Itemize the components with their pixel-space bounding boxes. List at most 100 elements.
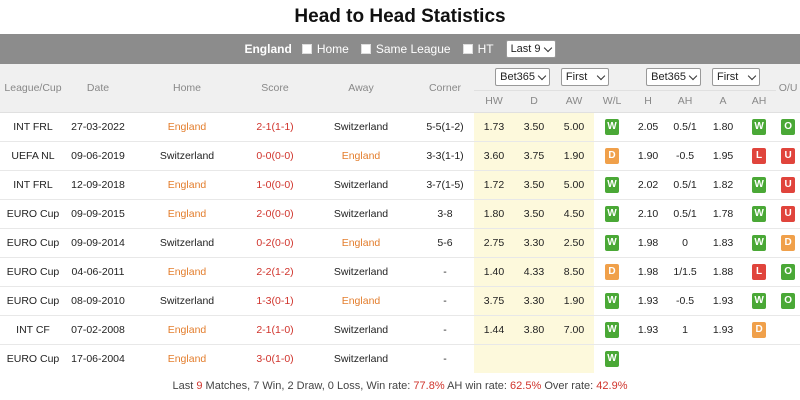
ht-label: HT [477,42,494,56]
result-cell-badge: W [605,234,620,251]
corner-cell: 3-3(1-1) [416,141,474,171]
corner-cell: - [416,344,474,374]
header-aw: AW [554,90,594,113]
aw-odds-cell: 4.50 [554,199,594,229]
checkbox-box[interactable] [462,44,473,54]
home-team-cell: Switzerland [130,286,244,316]
home-label: Home [316,42,349,56]
ou-result-cell: O [776,286,800,316]
h-odds-cell: 1.93 [630,315,667,345]
result-cell: W [594,315,631,345]
header-d: D [514,90,554,113]
corner-cell: - [416,257,474,287]
table-row: INT FRL 12-09-2018 England 1-0(0-0) Switzerl… [0,170,800,200]
league-cell: INT FRL [0,112,66,142]
header-league: League/Cup [0,64,66,113]
league-cell: EURO Cup [0,228,66,258]
ou-result-cell-badge: U [781,147,796,164]
result-cell: D [594,141,631,171]
a-odds-cell: 1.93 [704,315,743,345]
h2h-table: League/Cup Date Home Score Away Corner B… [0,64,800,374]
ah-result-cell-badge: W [752,205,767,222]
ah-result-cell [742,344,777,374]
result-cell: W [594,228,631,258]
ou-result-cell-badge: O [781,263,796,280]
footer-summary: Matches, 7 Win, 2 Draw, 0 Loss, Win rate… [205,380,411,392]
aw-odds-cell [554,344,594,374]
period-select-1x2[interactable]: First [560,67,609,86]
aw-odds-cell: 5.00 [554,170,594,200]
hw-odds-cell: 3.60 [474,141,514,171]
draw-odds-cell: 3.75 [514,141,554,171]
odds-1x2-selectors: Bet365 First [474,64,631,91]
a-odds-cell: 1.95 [704,141,743,171]
filter-bar: England Home Same League HT Last 9 [0,34,800,64]
corner-cell: 5-5(1-2) [416,112,474,142]
league-cell: UEFA NL [0,141,66,171]
hw-odds-cell: 2.75 [474,228,514,258]
ah-result-cell: W [742,286,777,316]
ah-line-cell: 0.5/1 [666,170,705,200]
ou-result-cell-badge: D [781,234,796,251]
header-date: Date [66,64,130,113]
result-cell: W [594,286,631,316]
bookmaker-value: Bet365 [651,70,687,83]
league-cell: EURO Cup [0,199,66,229]
a-odds-cell: 1.82 [704,170,743,200]
away-team-cell: Switzerland [306,315,416,345]
period-select-ah[interactable]: First [711,67,760,86]
hw-odds-cell: 1.44 [474,315,514,345]
home-team-cell: England [130,170,244,200]
score-cell: 3-0(1-0) [244,344,306,374]
ou-result-cell-badge: O [781,292,796,309]
ah-line-cell: 0 [666,228,705,258]
checkbox-box[interactable] [301,44,312,54]
ah-line-cell: -0.5 [666,286,705,316]
last-matches-value: Last 9 [510,43,541,55]
score-cell: 2-1(1-0) [244,315,306,345]
footer-ah-rate: 62.5% [510,380,542,392]
aw-odds-cell: 1.90 [554,141,594,171]
a-odds-cell [704,344,743,374]
h-odds-cell: 1.98 [630,228,667,258]
date-cell: 17-06-2004 [66,344,130,374]
bookmaker-select-1x2[interactable]: Bet365 [495,67,550,86]
header-away: Away [306,64,416,113]
date-cell: 12-09-2018 [66,170,130,200]
bookmaker-select-ah[interactable]: Bet365 [646,67,702,86]
home-checkbox[interactable]: Home [301,42,349,56]
ah-result-cell-badge: W [752,292,767,309]
ou-result-cell-badge: U [781,176,796,193]
ou-result-cell [776,344,800,374]
ah-result-cell: W [742,199,777,229]
score-cell: 1-0(0-0) [244,170,306,200]
score-cell: 0-2(0-0) [244,228,306,258]
header-ah: AH [666,90,705,113]
h-odds-cell: 1.93 [630,286,667,316]
ah-line-cell: 0.5/1 [666,112,705,142]
away-team-cell: Switzerland [306,170,416,200]
a-odds-cell: 1.83 [704,228,743,258]
h-odds-cell: 2.10 [630,199,667,229]
ou-result-cell: O [776,257,800,287]
footer-count: 9 [196,380,203,392]
ah-result-cell: L [742,257,777,287]
draw-odds-cell: 4.33 [514,257,554,287]
same-league-checkbox[interactable]: Same League [360,42,451,56]
header-score: Score [244,64,306,113]
away-team-cell: Switzerland [306,344,416,374]
home-team-cell: England [130,344,244,374]
checkbox-box[interactable] [360,44,371,54]
header-h: H [630,90,667,113]
home-team-cell: England [130,315,244,345]
date-cell: 09-06-2019 [66,141,130,171]
ht-checkbox[interactable]: HT [462,42,494,56]
ou-result-cell: U [776,170,800,200]
score-cell: 2-2(1-2) [244,257,306,287]
league-cell: INT FRL [0,170,66,200]
last-matches-select[interactable]: Last 9 [505,40,556,58]
ou-result-cell: U [776,141,800,171]
date-cell: 27-03-2022 [66,112,130,142]
match-rows: INT FRL 27-03-2022 England 2-1(1-1) Switzerl… [0,112,800,374]
league-cell: INT CF [0,315,66,345]
